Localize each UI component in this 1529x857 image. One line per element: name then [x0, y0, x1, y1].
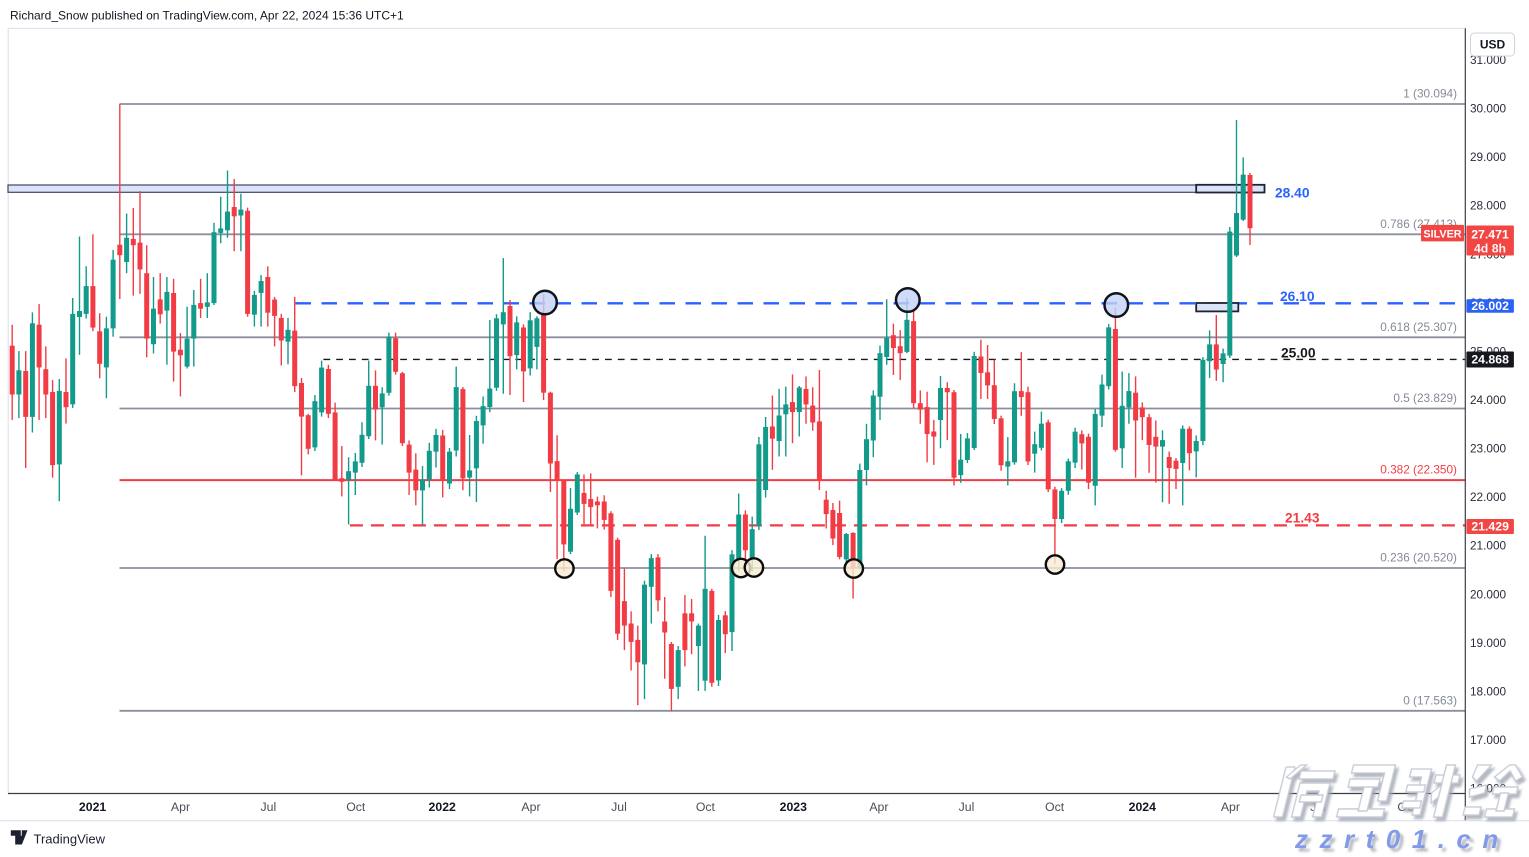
svg-text:21.429: 21.429 [1471, 520, 1509, 534]
svg-text:28.000: 28.000 [1470, 199, 1507, 213]
svg-text:19.000: 19.000 [1470, 636, 1507, 650]
svg-text:1 (30.094): 1 (30.094) [1403, 87, 1457, 101]
svg-text:29.000: 29.000 [1470, 150, 1507, 164]
svg-text:Oct: Oct [1045, 800, 1065, 814]
svg-text:Apr: Apr [1221, 800, 1240, 814]
svg-text:Apr: Apr [869, 800, 888, 814]
svg-text:Jul: Jul [959, 800, 975, 814]
svg-text:Richard_Snow published on Trad: Richard_Snow published on TradingView.co… [10, 9, 404, 23]
svg-text:22.000: 22.000 [1470, 490, 1507, 504]
svg-text:Jul: Jul [611, 800, 627, 814]
svg-text:zzrt01.cn: zzrt01.cn [1294, 824, 1510, 854]
svg-text:0 (17.563): 0 (17.563) [1403, 693, 1457, 707]
svg-text:24.000: 24.000 [1470, 393, 1507, 407]
svg-text:24.868: 24.868 [1471, 353, 1509, 367]
svg-text:20.000: 20.000 [1470, 587, 1507, 601]
svg-text:Oct: Oct [696, 800, 716, 814]
svg-text:Apr: Apr [171, 800, 190, 814]
svg-text:21.000: 21.000 [1470, 539, 1507, 553]
svg-text:0.236 (20.520): 0.236 (20.520) [1380, 551, 1457, 565]
svg-text:28.40: 28.40 [1275, 186, 1310, 201]
svg-text:Oct: Oct [346, 800, 366, 814]
svg-text:26.10: 26.10 [1280, 289, 1315, 304]
svg-text:Jul: Jul [261, 800, 277, 814]
svg-text:23.000: 23.000 [1470, 442, 1507, 456]
svg-text:2022: 2022 [429, 800, 457, 814]
svg-text:SILVER: SILVER [1423, 228, 1461, 240]
svg-text:0.5 (23.829): 0.5 (23.829) [1393, 391, 1457, 405]
svg-text:2021: 2021 [79, 800, 107, 814]
svg-text:26.002: 26.002 [1471, 299, 1509, 313]
svg-text:17.000: 17.000 [1470, 733, 1507, 747]
svg-text:TradingView: TradingView [34, 832, 106, 847]
svg-text:0.618 (25.307): 0.618 (25.307) [1380, 320, 1457, 334]
svg-text:2024: 2024 [1129, 800, 1157, 814]
svg-text:2023: 2023 [780, 800, 808, 814]
svg-text:Apr: Apr [521, 800, 540, 814]
svg-text:25.00: 25.00 [1281, 346, 1316, 361]
svg-text:21.43: 21.43 [1285, 511, 1320, 526]
svg-text:18.000: 18.000 [1470, 684, 1507, 698]
svg-text:0.382 (22.350): 0.382 (22.350) [1380, 463, 1457, 477]
svg-text:27.471: 27.471 [1471, 228, 1509, 242]
svg-text:USD: USD [1480, 38, 1506, 52]
svg-text:4d 8h: 4d 8h [1474, 242, 1506, 256]
svg-text:30.000: 30.000 [1470, 102, 1507, 116]
